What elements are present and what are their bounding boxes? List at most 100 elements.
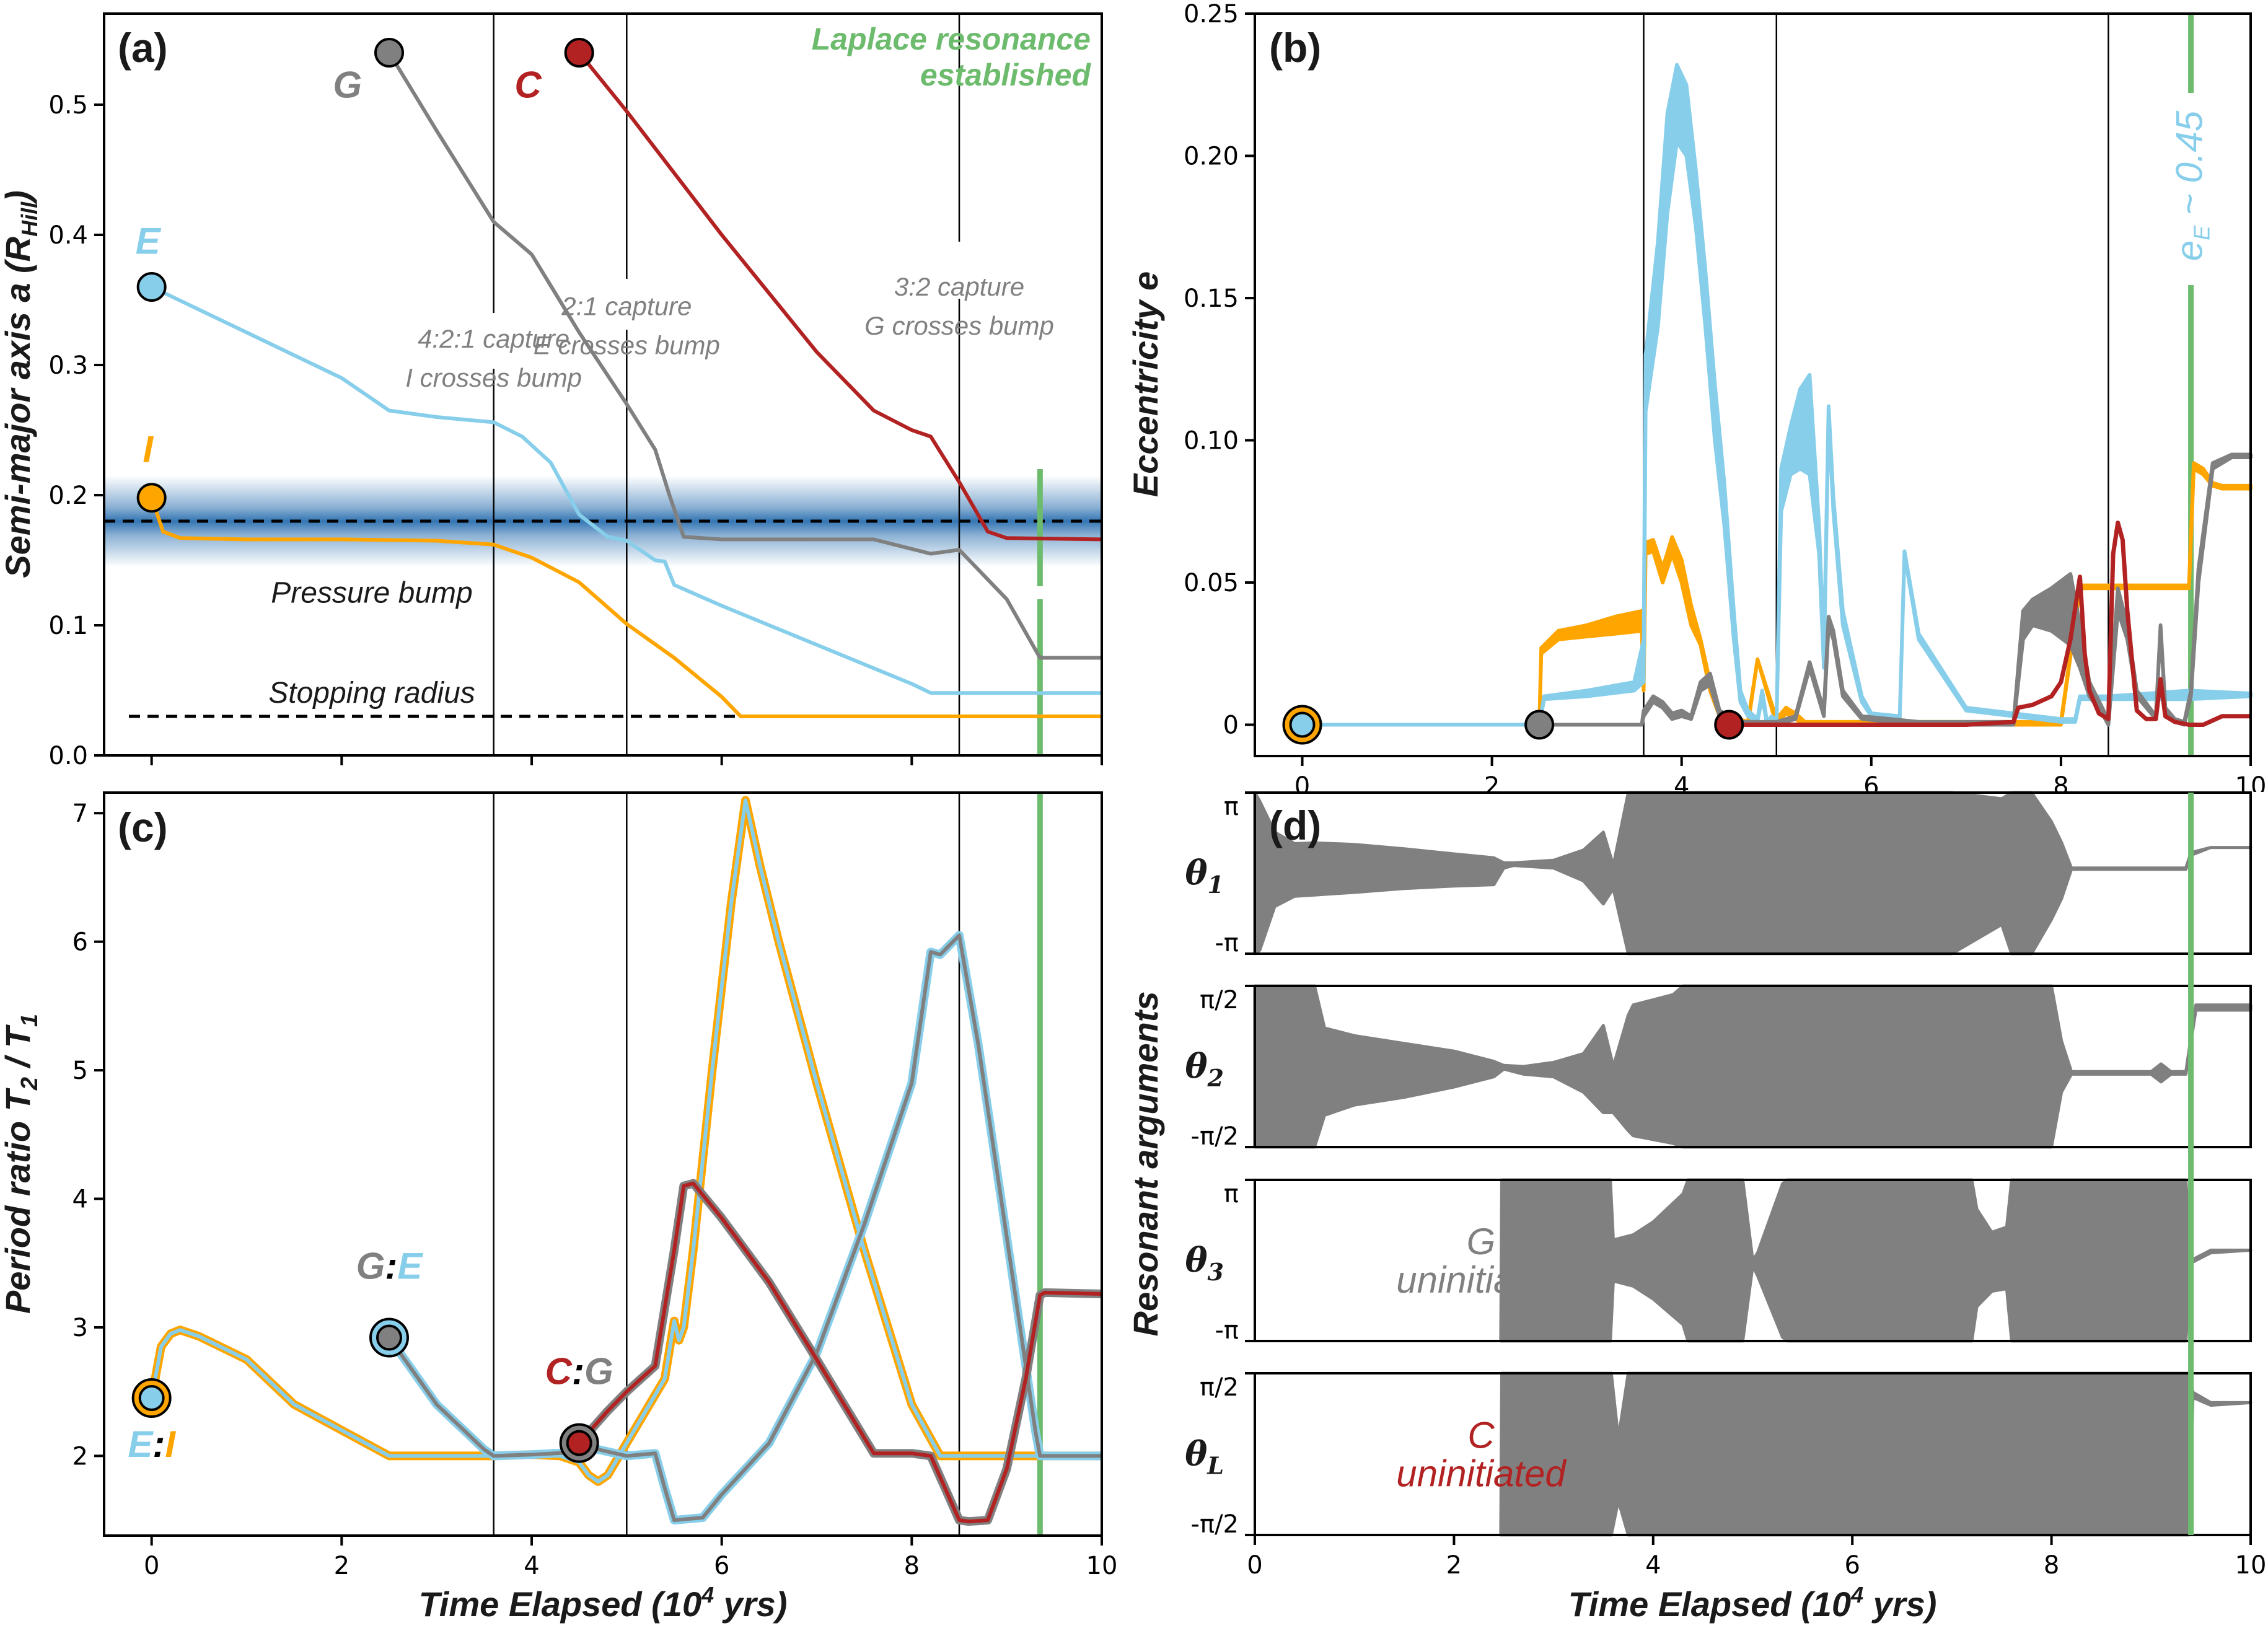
- panel-b-ytick-label: 0.15: [1184, 284, 1239, 313]
- panel-d-ytick-label: π: [1224, 793, 1239, 821]
- panel-c-ylabel: Period ratio T2 / T1: [0, 1014, 43, 1314]
- panel-a-label: (a): [118, 25, 168, 71]
- pair-label-E-I: E:I: [128, 1423, 176, 1465]
- laplace-label-line2: established: [920, 58, 1092, 92]
- event-annotation-2: 3:2 capture: [894, 272, 1024, 301]
- eccentricity-annotation: eE ~ 0.45: [2169, 110, 2215, 261]
- panel-d-label: (d): [1269, 803, 1321, 848]
- event-annotation-0: 4:2:1 capture: [418, 324, 569, 353]
- panel-d-ylabel: Resonant arguments: [1126, 992, 1165, 1337]
- panel-c-xtick-label: 4: [524, 1552, 539, 1580]
- panel-d-xtick-label: 0: [1247, 1551, 1262, 1580]
- event-annotation-2: G crosses bump: [864, 311, 1054, 340]
- panel-b-xtick-label: 4: [1674, 772, 1689, 801]
- subplot-theta1: [1253, 791, 2253, 956]
- series-line-G-E: [387, 933, 1102, 1523]
- subplot-theta2: [1253, 984, 2253, 1149]
- stopping-radius-label: Stopping radius: [268, 677, 475, 710]
- panel-b-xtick-label: 2: [1484, 772, 1500, 801]
- panel-c-ytick-label: 6: [73, 928, 88, 957]
- panel-c-ytick-label: 7: [73, 799, 88, 828]
- panel-b-frame: [1254, 12, 2252, 757]
- panel-b-ytick-label: 0.20: [1184, 143, 1239, 171]
- event-annotation-0: I crosses bump: [405, 363, 582, 392]
- panel-d-xlabel: Time Elapsed (104 yrs): [1568, 1582, 1937, 1624]
- uninitiated-label-thetaL: uninitiated: [1396, 1453, 1567, 1495]
- laplace-label-line1: Laplace resonance: [812, 22, 1091, 56]
- panel-b-ytick-label: 0: [1223, 711, 1239, 740]
- panel-c-xlabel: Time Elapsed (104 yrs): [419, 1582, 788, 1624]
- series-line-I: [149, 497, 1102, 718]
- panel-a-ylabel: Semi-major axis a (RHill): [0, 190, 42, 578]
- panel-a-frame: [103, 12, 1103, 757]
- panel-d-ytick-label: π: [1224, 1180, 1239, 1208]
- panel-a-ytick-label: 0.0: [48, 742, 88, 770]
- start-marker-C: [564, 38, 594, 68]
- panel-b-xtick-label: 8: [2053, 772, 2068, 801]
- subplot-frame-theta1: [1254, 791, 2252, 955]
- panel-b-eccentricity: eE ~ 0.45 0 0.05 0.10 0.15 0.20 0.25 0 2 4 6 8 10 (…: [1126, 0, 2267, 801]
- panel-d-ytick-label: -π/2: [1191, 1122, 1239, 1151]
- panel-d-xtick-label: 4: [1645, 1551, 1661, 1580]
- theta-label-thetaL: θL: [1185, 1434, 1224, 1480]
- panel-c-ytick-label: 5: [73, 1057, 88, 1085]
- panel-c-xtick-label: 0: [144, 1552, 159, 1580]
- series-line-C: [578, 51, 1102, 542]
- panel-c-xtick-label: 2: [334, 1552, 349, 1580]
- panel-c-frame: [103, 791, 1103, 1537]
- start-marker-G-E: [376, 1324, 402, 1351]
- panel-b-ylabel: Eccentricity e: [1126, 271, 1165, 497]
- planet-label-G: G: [333, 64, 362, 106]
- panel-b-ytick-label: 0.05: [1184, 569, 1239, 597]
- pair-label-C-G: C:G: [545, 1351, 613, 1392]
- series-line-E-I: [149, 798, 1102, 1484]
- planet-label-C: C: [514, 64, 542, 106]
- start-marker-E-I: [138, 1385, 165, 1412]
- series-line-C-G: [578, 1181, 1102, 1524]
- panel-b-xtick-label: 0: [1294, 772, 1310, 801]
- panel-a-ytick-label: 0.3: [48, 351, 88, 380]
- panel-a-ytick-label: 0.2: [48, 482, 88, 510]
- pair-label-G-E: G:E: [356, 1246, 424, 1287]
- start-marker-G: [1524, 710, 1555, 740]
- panel-c-label: (c): [118, 804, 168, 850]
- panel-b-xtick-label: 10: [2235, 772, 2267, 801]
- resonant-argument-envelope-thetaL: [1499, 1371, 2253, 1537]
- resonant-argument-envelope-theta1: [1253, 791, 2253, 956]
- panel-a-ytick-label: 0.5: [48, 91, 88, 120]
- panel-c-xtick-label: 10: [1086, 1552, 1118, 1580]
- event-annotation-1: 2:1 capture: [561, 292, 692, 321]
- panel-c-ytick-label: 4: [73, 1185, 88, 1214]
- start-marker-E: [1289, 711, 1316, 738]
- planet-label-I: I: [143, 429, 154, 470]
- panel-d-xtick-label: 6: [1844, 1551, 1860, 1580]
- panel-d-xtick-label: 2: [1446, 1551, 1462, 1580]
- panel-d-ytick-label: π/2: [1200, 986, 1239, 1014]
- pressure-bump-label: Pressure bump: [271, 577, 472, 610]
- panel-d-ytick-label: -π: [1215, 1316, 1239, 1345]
- uninitiated-label-theta3: uninitiated: [1396, 1259, 1567, 1301]
- panel-c-ytick-label: 2: [73, 1442, 88, 1471]
- panel-b-ytick-label: 0.10: [1184, 427, 1239, 455]
- series-line-C: [1729, 521, 2251, 727]
- panel-c-xtick-label: 8: [904, 1552, 920, 1580]
- subplot-frame-thetaL: [1254, 1372, 2252, 1536]
- uninitiated-label-theta3: G: [1467, 1221, 1496, 1262]
- theta-label-theta1: θ1: [1185, 853, 1224, 899]
- start-marker-C-G: [566, 1430, 592, 1456]
- panel-d-ytick-label: π/2: [1200, 1373, 1239, 1402]
- planet-label-E: E: [136, 221, 162, 262]
- panel-a-ytick-label: 0.4: [48, 221, 88, 250]
- panel-c-period-ratio: E:I G:E C:G 2 3 4 5 6 7 0 2 4 6 8 10 (c) Period ratio…: [0, 791, 1118, 1624]
- series-outline-G-E: [385, 931, 1102, 1525]
- uninitiated-label-thetaL: C: [1467, 1415, 1495, 1456]
- start-marker-I: [136, 483, 167, 513]
- panel-a-semi-major-axis: Pressure bump Stopping radius I E G C 4:2:1 …: [0, 12, 1103, 770]
- resonant-argument-envelope-theta3: [1499, 1178, 2253, 1343]
- panel-c-ytick-label: 3: [73, 1314, 88, 1342]
- panel-d-ytick-label: -π: [1215, 929, 1239, 957]
- event-annotation-1: E crosses bump: [534, 331, 720, 360]
